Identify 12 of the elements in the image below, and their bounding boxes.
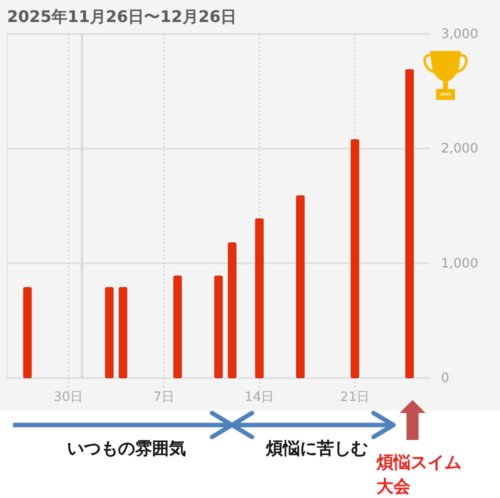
y-tick-label: 1,000 [441,256,478,271]
text: いつもの雰囲気 [67,438,186,461]
text: 煩悩に苦しむ [266,438,368,461]
x-tick-label: 21日 [340,390,370,404]
x-tick-label: 14日 [244,390,274,404]
x-tick-label: 30日 [54,390,84,404]
title: 2025年11月26日〜12月26日 [7,7,237,26]
y-tick-label: 3,000 [441,26,478,42]
y-tick-label: 2,000 [441,141,478,156]
x-tick-label: 7日 [153,390,175,404]
text: 煩悩スイム大会 [376,452,463,498]
y-tick-label: 0 [441,370,450,386]
